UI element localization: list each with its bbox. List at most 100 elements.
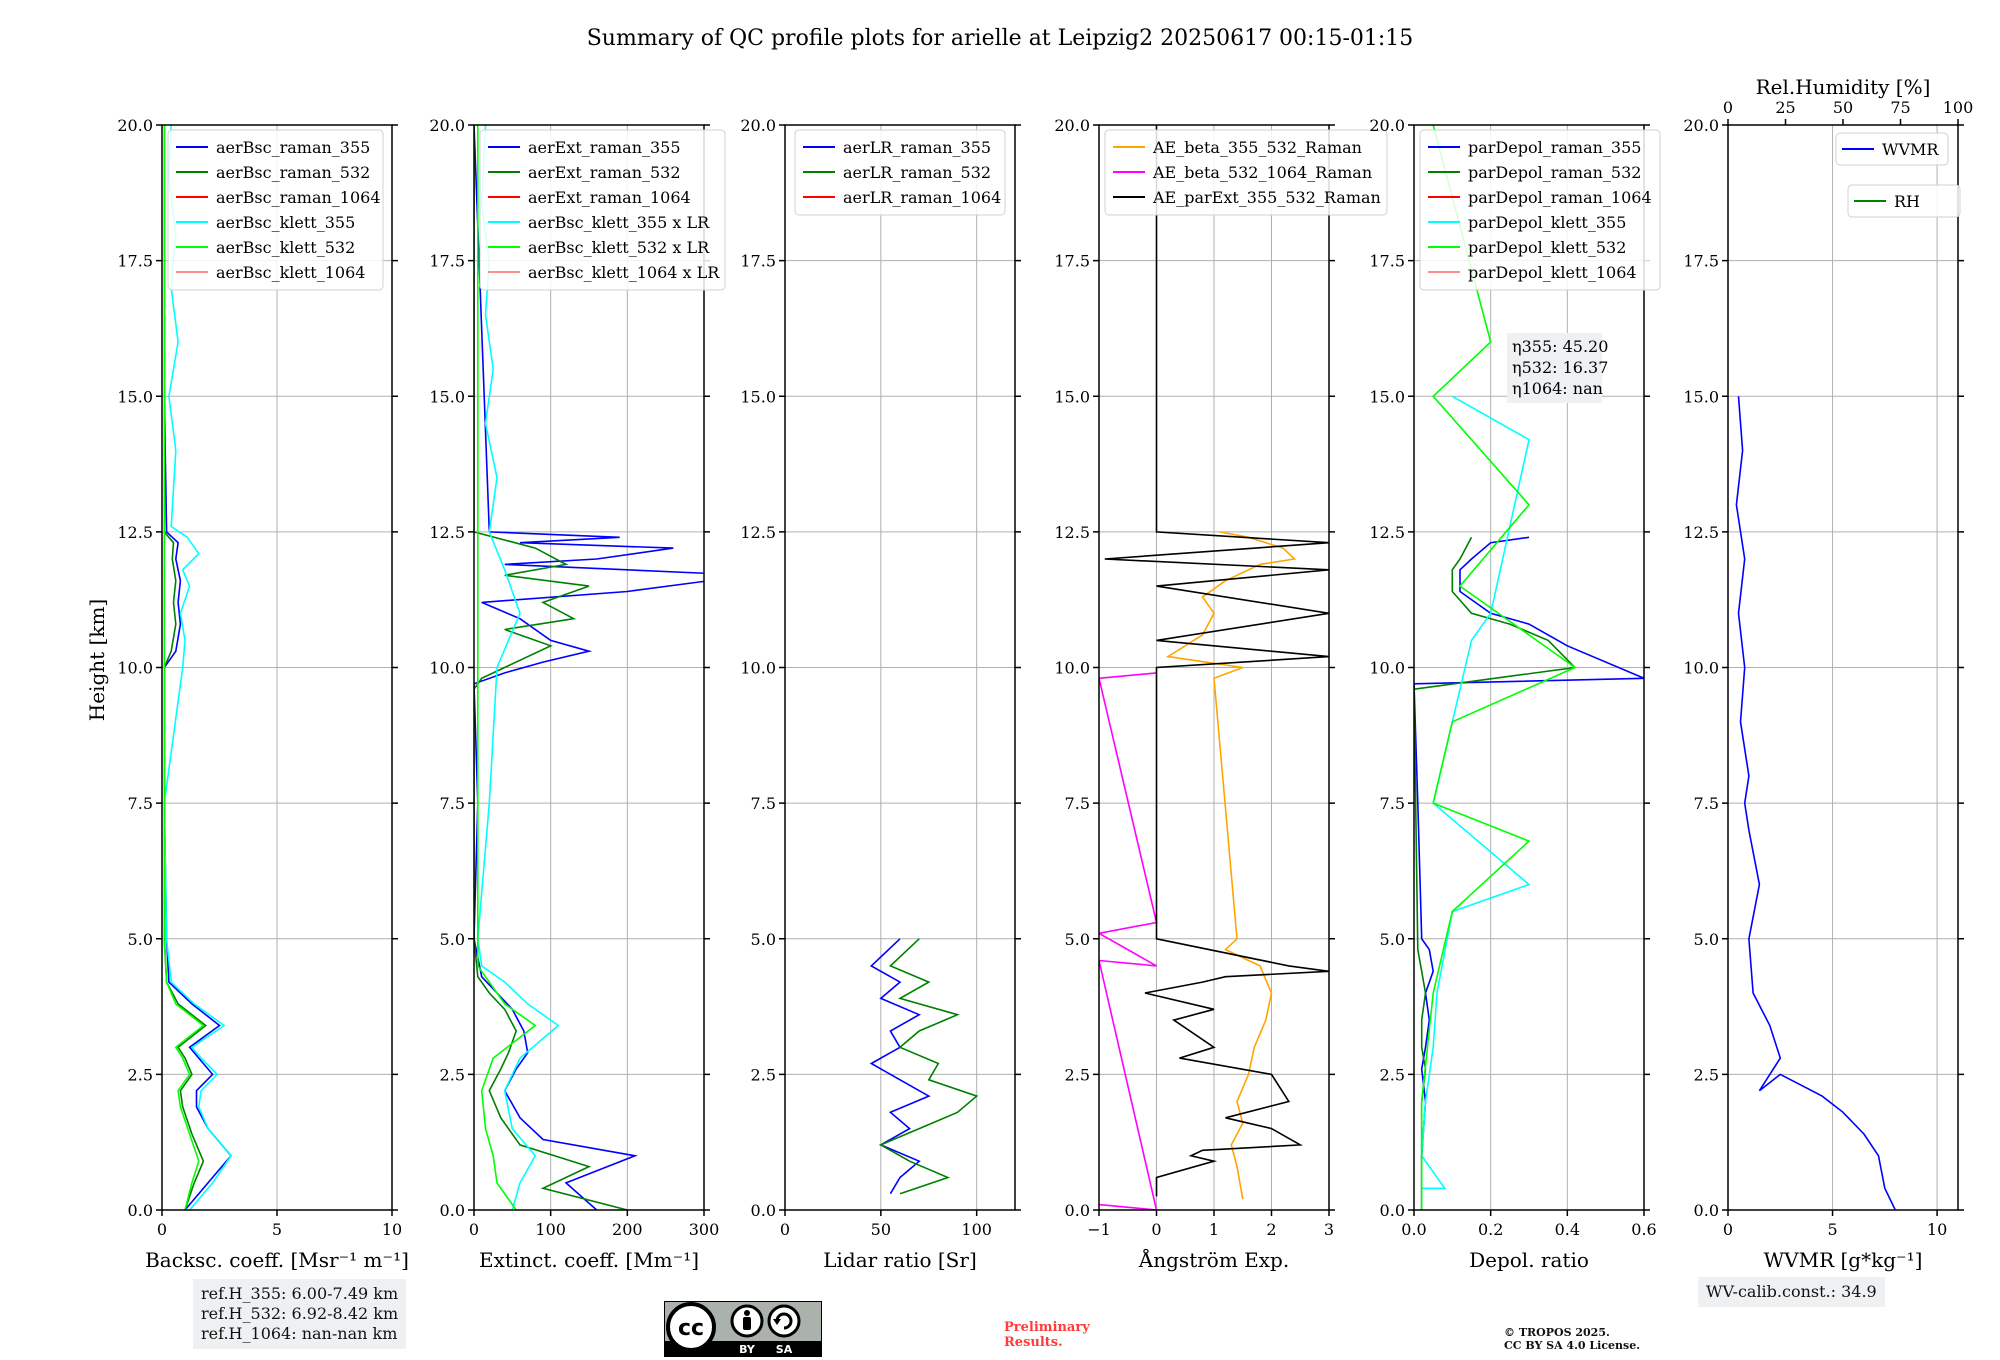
legend-box-RH: RH xyxy=(1847,184,1961,218)
x-tick-label: 0 xyxy=(157,1220,167,1239)
legend-label: aerBsc_klett_1064 x LR xyxy=(528,263,720,282)
x-tick-label: 3 xyxy=(1324,1220,1334,1239)
y-tick-label: 17.5 xyxy=(1683,252,1719,271)
x-tick-label: 100 xyxy=(535,1220,566,1239)
x-tick-label: 2 xyxy=(1266,1220,1276,1239)
x-tick-label: 5 xyxy=(272,1220,282,1239)
series-line-aerBsc_raman_355 xyxy=(163,125,233,1210)
legend-label: aerBsc_klett_355 x LR xyxy=(528,213,710,232)
legend-frame xyxy=(1104,129,1388,216)
legend-label: aerExt_raman_532 xyxy=(528,163,681,182)
cc-license-badge: cc BY SA xyxy=(664,1301,822,1357)
series-group xyxy=(1099,125,1329,1210)
legend-frame xyxy=(1835,132,1949,166)
legend-label: aerBsc_raman_355 xyxy=(216,138,370,157)
legend-label: AE_parExt_355_532_Raman xyxy=(1152,188,1381,207)
y-tick-label: 0.0 xyxy=(128,1201,153,1220)
y-tick-label: 5.0 xyxy=(751,930,776,949)
legend: parDepol_raman_355 parDepol_raman_532 parD… xyxy=(1419,129,1661,291)
y-tick-label: 7.5 xyxy=(1065,794,1090,813)
legend: AE_beta_355_532_Raman AE_beta_532_1064_Ra… xyxy=(1104,129,1388,216)
wv-calibration-box: WV-calib.const.: 34.9 xyxy=(1698,1277,1885,1307)
figure-title: Summary of QC profile plots for arielle … xyxy=(587,26,1414,51)
y-tick-label: 20.0 xyxy=(429,116,465,135)
series-line-WVMR xyxy=(1735,396,1897,1210)
panel-backscatter: 0.0 2.5 5.0 7.5 10.0 12.5 15.0 17.5 20.0 0 5 10 Back… xyxy=(117,116,409,1272)
x-axis-label: Ångström Exp. xyxy=(1138,1247,1289,1272)
series-group xyxy=(474,125,704,1210)
series-group xyxy=(163,125,233,1210)
x-tick-label: 0.0 xyxy=(1401,1220,1426,1239)
series-line-parDepol_klett_532 xyxy=(1420,125,1577,1210)
y-tick-label: 7.5 xyxy=(1380,794,1405,813)
y-tick-label: 0.0 xyxy=(751,1201,776,1220)
y-tick-label: 15.0 xyxy=(1369,387,1405,406)
legend-label: parDepol_raman_355 xyxy=(1468,138,1641,157)
y-tick-label: 2.5 xyxy=(1694,1065,1719,1084)
legend-label: aerExt_raman_355 xyxy=(528,138,681,157)
x-tick-label: 0 xyxy=(1723,1220,1733,1239)
legend-label: aerBsc_klett_532 xyxy=(216,238,355,257)
x-tick-label: 300 xyxy=(689,1220,720,1239)
x-tick-label: 0 xyxy=(1151,1220,1161,1239)
series-line-aerBsc_klett_355 xyxy=(163,125,233,1210)
y-tick-label: 5.0 xyxy=(128,930,153,949)
y-tick-label: 10.0 xyxy=(117,659,153,678)
panel-lidar_ratio: 0.0 2.5 5.0 7.5 10.0 12.5 15.0 17.5 20.0 0 50 100 Li… xyxy=(740,116,1021,1272)
panel-depolarization: 0.0 2.5 5.0 7.5 10.0 12.5 15.0 17.5 20.0 0.0 0.2 0.… xyxy=(1369,116,1661,1272)
copyright-note: © TROPOS 2025. CC BY SA 4.0 License. xyxy=(1504,1326,1640,1352)
legend-label: aerBsc_klett_532 x LR xyxy=(528,238,710,257)
y-tick-label: 15.0 xyxy=(1683,387,1719,406)
x-tick-label: 1 xyxy=(1209,1220,1219,1239)
top-x-axis-label: Rel.Humidity [%] xyxy=(1756,75,1931,99)
y-tick-label: 17.5 xyxy=(1369,252,1405,271)
y-tick-label: 15.0 xyxy=(117,387,153,406)
series-line-aerExt_raman_532 xyxy=(474,125,628,1210)
series-line-AE_beta_532_1064_Raman xyxy=(1099,672,1158,1210)
top-x-tick-label: 0 xyxy=(1723,98,1733,117)
legend-label: parDepol_raman_1064 xyxy=(1468,188,1652,207)
wv-calib-const: WV-calib.const.: 34.9 xyxy=(1706,1282,1877,1301)
y-tick-label: 12.5 xyxy=(1054,523,1090,542)
legend-label: aerBsc_raman_1064 xyxy=(216,188,381,207)
top-x-tick-label: 100 xyxy=(1943,98,1974,117)
legend: aerExt_raman_355 aerExt_raman_532 aerExt_r… xyxy=(479,129,726,291)
copyright-line-1: © TROPOS 2025. xyxy=(1504,1326,1610,1339)
series-group xyxy=(869,938,979,1195)
legend-label: parDepol_klett_1064 xyxy=(1468,263,1637,282)
y-tick-label: 0.0 xyxy=(1380,1201,1405,1220)
legend-label: aerLR_raman_355 xyxy=(843,138,991,157)
series-line-aerBsc_klett_355 x LR xyxy=(476,125,560,1210)
legend: aerBsc_raman_355 aerBsc_raman_532 aerBsc_r… xyxy=(167,129,384,291)
y-tick-label: 17.5 xyxy=(117,252,153,271)
y-tick-label: 20.0 xyxy=(117,116,153,135)
panel-water_vapor: 0.02.55.07.510.012.515.017.520.00 5 10WVMR… xyxy=(1683,75,1974,1272)
cc-icon-text: cc xyxy=(678,1316,704,1341)
x-tick-label: 0.4 xyxy=(1555,1220,1580,1239)
y-tick-label: 17.5 xyxy=(740,252,776,271)
legend-label: RH xyxy=(1894,192,1920,211)
y-tick-label: 15.0 xyxy=(1054,387,1090,406)
y-tick-label: 5.0 xyxy=(1065,930,1090,949)
x-tick-label: 50 xyxy=(871,1220,891,1239)
y-tick-label: 17.5 xyxy=(1054,252,1090,271)
preliminary-line-1: Preliminary xyxy=(1004,1320,1090,1335)
x-axis-label: Depol. ratio xyxy=(1469,1248,1589,1272)
y-tick-label: 0.0 xyxy=(1065,1201,1090,1220)
x-axis-label: Lidar ratio [Sr] xyxy=(823,1248,977,1272)
series-line-aerLR_raman_532 xyxy=(878,938,979,1195)
y-tick-label: 7.5 xyxy=(440,794,465,813)
legend-label: aerExt_raman_1064 xyxy=(528,188,691,207)
ref-height-1064: ref.H_1064: nan-nan km xyxy=(201,1324,398,1343)
legend: aerLR_raman_355 aerLR_raman_532 aerLR_rama… xyxy=(794,129,1006,216)
y-tick-label: 0.0 xyxy=(1694,1201,1719,1220)
legend-frame xyxy=(167,129,384,291)
x-axis-label: Backsc. coeff. [Msr⁻¹ m⁻¹] xyxy=(145,1248,409,1272)
top-x-tick-label: 75 xyxy=(1890,98,1910,117)
x-tick-label: 0 xyxy=(469,1220,479,1239)
eta-line: η1064: nan xyxy=(1512,379,1603,398)
y-tick-label: 17.5 xyxy=(429,252,465,271)
y-tick-label: 5.0 xyxy=(1694,930,1719,949)
y-tick-label: 15.0 xyxy=(740,387,776,406)
depol-eta-annotation: η355: 45.20 η532: 16.37 η1064: nan xyxy=(1507,333,1608,403)
